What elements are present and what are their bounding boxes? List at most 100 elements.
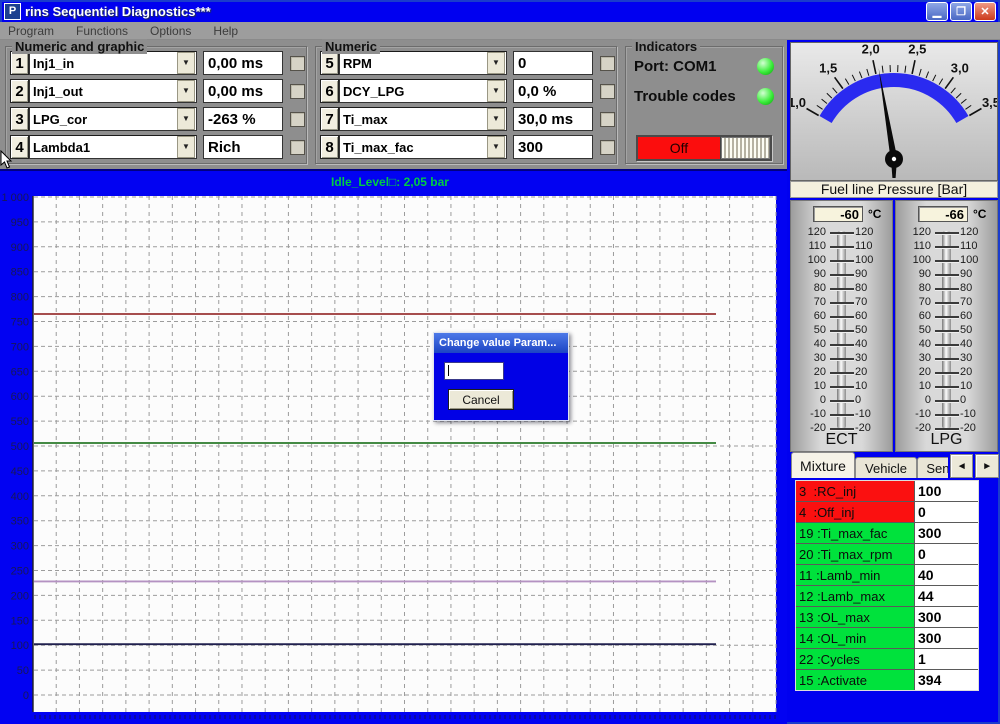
dropdown-button[interactable]: ▼ [487,52,505,74]
param-name-cell[interactable]: 19 :Ti_max_fac [796,523,915,543]
restore-button[interactable]: ❐ [950,1,972,21]
param-checkbox[interactable] [290,83,305,99]
menu-help[interactable]: Help [213,23,239,38]
tab-scroll-right-button[interactable]: ► [975,454,999,478]
svg-text:50: 50 [17,665,29,677]
table-row[interactable]: 3 :RC_inj 100 [796,481,978,502]
thermo-scale-label: 110 [913,240,931,252]
param-value-cell[interactable]: 0 [915,544,978,564]
param-value-cell[interactable]: 0 [915,502,978,522]
param-number-button[interactable]: 7 [320,107,339,131]
dialog-title-bar[interactable]: Change value Param... [434,333,568,353]
dropdown-button[interactable]: ▼ [487,108,505,130]
param-checkbox[interactable] [600,55,615,71]
thermo-scale-label: 80 [960,282,973,294]
param-name-cell[interactable]: 13 :OL_max [796,607,915,627]
dropdown-button[interactable]: ▼ [487,136,505,158]
param-name-cell[interactable]: 11 :Lamb_min [796,565,915,585]
thermo-scale-label: 60 [855,310,868,322]
dropdown-button[interactable]: ▼ [177,52,195,74]
table-row[interactable]: 15 :Activate 394 [796,670,978,690]
dropdown-button[interactable]: ▼ [177,136,195,158]
param-checkbox[interactable] [600,111,615,127]
table-row[interactable]: 12 :Lamb_max 44 [796,586,978,607]
param-checkbox[interactable] [600,139,615,155]
param-value-cell[interactable]: 300 [915,607,978,627]
param-select[interactable]: Inj1_out ▼ [29,79,197,103]
param-select[interactable]: Lambda1 ▼ [29,135,197,159]
tab-mixture[interactable]: Mixture [791,452,855,478]
thermo-scale-label: 50 [813,324,826,336]
menu-program[interactable]: Program [8,23,55,38]
param-number-button[interactable]: 1 [10,51,29,75]
param-number-button[interactable]: 3 [10,107,29,131]
thermo-scale-label: 70 [855,296,868,308]
param-checkbox[interactable] [290,111,305,127]
thermo-tick [830,372,854,374]
tab-sensor[interactable]: Sensor [917,457,948,478]
param-name-cell[interactable]: 20 :Ti_max_rpm [796,544,915,564]
param-value-cell[interactable]: 1 [915,649,978,669]
thermo-tick [935,400,959,402]
param-value-cell[interactable]: 40 [915,565,978,585]
param-name-cell[interactable]: 15 :Activate [796,670,915,690]
thermo-tick [830,316,854,318]
param-value-cell[interactable]: 100 [915,481,978,501]
param-number-button[interactable]: 4 [10,135,29,159]
param-name-cell[interactable]: 3 :RC_inj [796,481,915,501]
close-button[interactable]: ✕ [974,1,996,21]
table-row[interactable]: 20 :Ti_max_rpm 0 [796,544,978,565]
param-select[interactable]: Inj1_in ▼ [29,51,197,75]
param-value-cell[interactable]: 300 [915,628,978,648]
param-checkbox[interactable] [600,83,615,99]
thermo-tick [935,330,959,332]
cancel-button[interactable]: Cancel [448,389,514,410]
param-name-cell[interactable]: 14 :OL_min [796,628,915,648]
menu-functions[interactable]: Functions [76,23,129,38]
param-number-button[interactable]: 5 [320,51,339,75]
param-name-cell[interactable]: 12 :Lamb_max [796,586,915,606]
param-select[interactable]: DCY_LPG ▼ [339,79,507,103]
param-select[interactable]: Ti_max ▼ [339,107,507,131]
toggle-ribbed-handle[interactable] [721,137,770,159]
thermo-tick [830,232,854,234]
param-number-button[interactable]: 6 [320,79,339,103]
table-row[interactable]: 14 :OL_min 300 [796,628,978,649]
param-checkbox[interactable] [290,139,305,155]
change-value-dialog: Change value Param... Cancel [433,332,569,421]
param-number-button[interactable]: 2 [10,79,29,103]
table-row[interactable]: 4 :Off_inj 0 [796,502,978,523]
table-row[interactable]: 11 :Lamb_min 40 [796,565,978,586]
param-name-cell[interactable]: 22 :Cycles [796,649,915,669]
title-bar[interactable]: P rins Sequentiel Diagnostics*** ▁ ❐ ✕ [0,0,1000,22]
thermo-tick [935,260,959,262]
param-value-cell[interactable]: 394 [915,670,978,690]
dropdown-button[interactable]: ▼ [177,80,195,102]
chevron-down-icon: ▼ [182,114,190,123]
value-input[interactable] [444,362,504,380]
dropdown-button[interactable]: ▼ [487,80,505,102]
param-value-cell[interactable]: 44 [915,586,978,606]
system-on-off-toggle[interactable]: Off [636,135,772,161]
param-number-button[interactable]: 8 [320,135,339,159]
param-name-cell[interactable]: 4 :Off_inj [796,502,915,522]
param-select[interactable]: RPM ▼ [339,51,507,75]
table-row[interactable]: 13 :OL_max 300 [796,607,978,628]
table-row[interactable]: 19 :Ti_max_fac 300 [796,523,978,544]
param-select[interactable]: LPG_cor ▼ [29,107,197,131]
dropdown-button[interactable]: ▼ [177,108,195,130]
tab-vehicle[interactable]: Vehicle [855,457,917,478]
thermo-scale-label: -10 [810,408,826,420]
chart-area: Idle_Level□: 2,05 bar 0 50 100 150 200 250 300… [0,171,787,724]
thermo-scale-label: 20 [960,366,973,378]
param-select[interactable]: Ti_max_fac ▼ [339,135,507,159]
param-value-display: 0 [513,51,593,75]
tab-scroll-left-button[interactable]: ◄ [949,454,974,478]
param-checkbox[interactable] [290,55,305,71]
numeric-and-graphic-group: Numeric and graphic 1 Inj1_in ▼ 0,00 ms 2 Inj… [5,39,307,164]
minimize-button[interactable]: ▁ [926,1,948,21]
table-row[interactable]: 22 :Cycles 1 [796,649,978,670]
thermo-value-display: -66 [918,206,968,222]
param-value-cell[interactable]: 300 [915,523,978,543]
menu-options[interactable]: Options [150,23,192,38]
